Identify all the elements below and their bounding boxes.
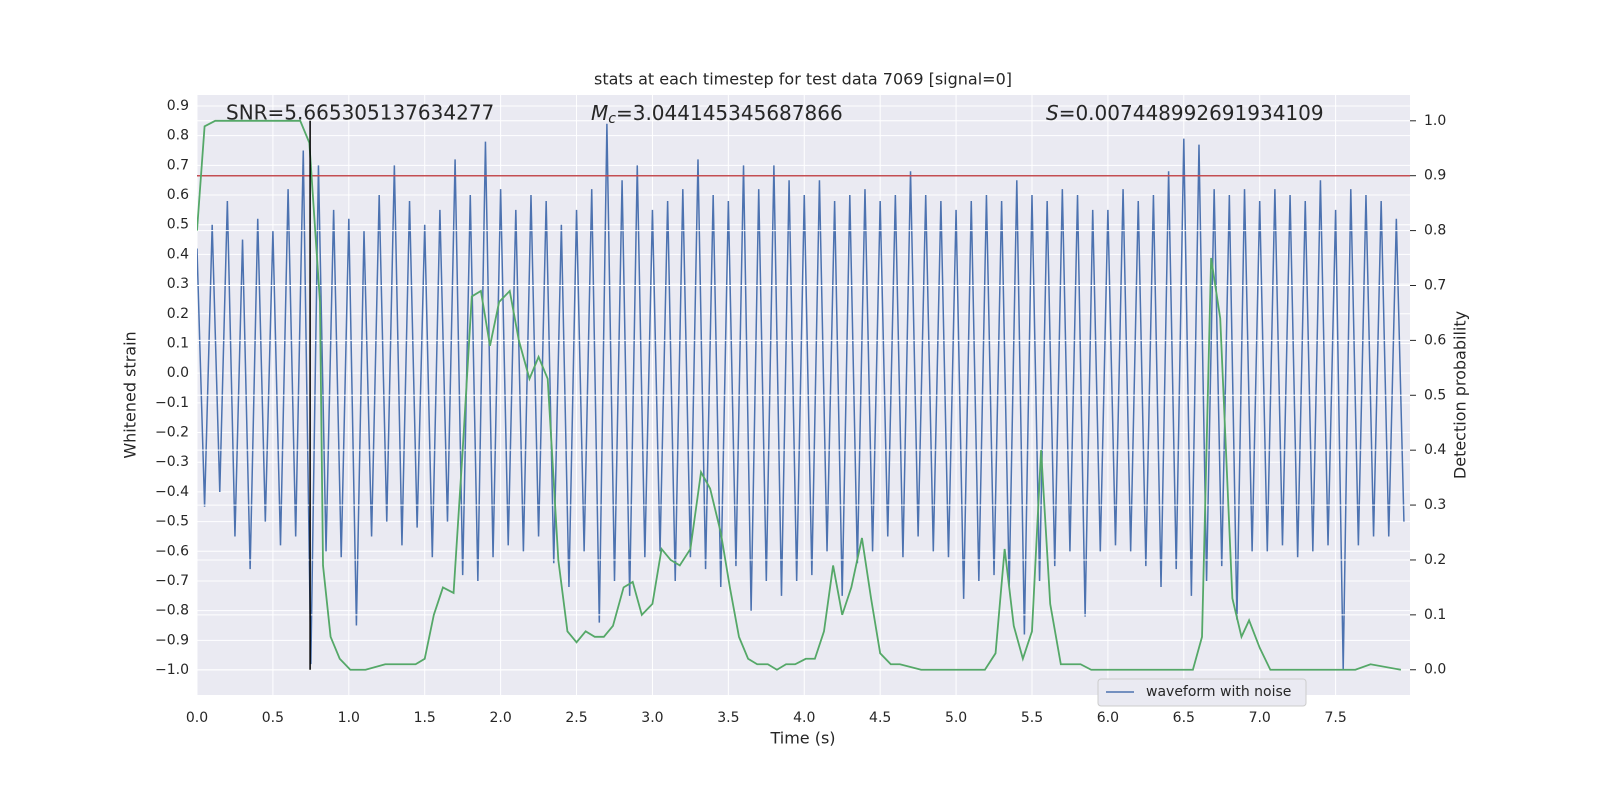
x-tick-label: 4.5 bbox=[869, 710, 891, 726]
x-tick-label: 6.0 bbox=[1097, 710, 1119, 726]
snr-annotation: SNR=5.665305137634277 bbox=[226, 101, 494, 125]
s-annotation: S=0.007448992691934109 bbox=[1046, 101, 1324, 125]
y-tick-label: 0.9 bbox=[167, 98, 189, 114]
y2-tick-label: 0.2 bbox=[1424, 552, 1446, 568]
x-tick-label: 5.0 bbox=[945, 710, 967, 726]
y2-tick-label: 0.4 bbox=[1424, 442, 1446, 458]
y2-tick-label: 0.5 bbox=[1424, 387, 1446, 403]
value-text: =3.044145345687866 bbox=[616, 101, 843, 125]
y-tick-label: 0.2 bbox=[167, 306, 189, 322]
x-tick-label: 1.5 bbox=[414, 710, 436, 726]
value-text: =0.007448992691934109 bbox=[1059, 101, 1324, 125]
y2-tick-label: 0.9 bbox=[1424, 168, 1446, 184]
y2-tick-label: 0.0 bbox=[1424, 662, 1446, 678]
legend-label: waveform with noise bbox=[1146, 684, 1291, 700]
y-tick-label: −1.0 bbox=[155, 662, 189, 678]
x-axis-label: Time (s) bbox=[769, 729, 835, 748]
y2-tick-label: 0.6 bbox=[1424, 332, 1446, 348]
chirp-mass-annotation: Mc=3.044145345687866 bbox=[591, 101, 843, 128]
y-tick-label: 0.8 bbox=[167, 128, 189, 144]
y-tick-label: −0.4 bbox=[155, 484, 189, 500]
x-tick-label: 7.5 bbox=[1324, 710, 1346, 726]
probability-line bbox=[197, 119, 1402, 671]
legend: waveform with noise bbox=[1097, 678, 1307, 707]
y2-tick-label: 1.0 bbox=[1424, 113, 1446, 129]
y-tick-label: −0.7 bbox=[155, 573, 189, 589]
y-tick-label: −0.6 bbox=[155, 543, 189, 559]
y-tick-label: 0.0 bbox=[167, 365, 189, 381]
x-tick-label: 5.5 bbox=[1021, 710, 1043, 726]
y-tick-label: −0.8 bbox=[155, 603, 189, 619]
x-tick-label: 3.5 bbox=[717, 710, 739, 726]
x-tick-label: 4.0 bbox=[793, 710, 815, 726]
legend-box bbox=[1097, 678, 1307, 707]
y-tick-label: −0.3 bbox=[155, 454, 189, 470]
x-tick-label: 0.5 bbox=[262, 710, 284, 726]
x-tick-label: 7.0 bbox=[1249, 710, 1271, 726]
x-tick-label: 2.0 bbox=[489, 710, 511, 726]
x-tick-label: 6.5 bbox=[1173, 710, 1195, 726]
y-tick-label: 0.1 bbox=[167, 335, 189, 351]
x-tick-label: 2.5 bbox=[565, 710, 587, 726]
y-tick-label: −0.5 bbox=[155, 514, 189, 530]
x-tick-label: 3.0 bbox=[641, 710, 663, 726]
y2-tick-label: 0.1 bbox=[1424, 607, 1446, 623]
y-tick-label: 0.4 bbox=[167, 246, 189, 262]
y2-tick-label: 0.8 bbox=[1424, 223, 1446, 239]
symbol: M bbox=[591, 101, 608, 125]
y-tick-label: 0.7 bbox=[167, 157, 189, 173]
labels: 0.0 0.5 1.0 1.5 2.0 2.5 3.0 3.5 4.0 4.5 5.0 5.5 6.0 6… bbox=[155, 98, 1446, 726]
y2-tick-label: 0.7 bbox=[1424, 277, 1446, 293]
y-tick-label: 0.5 bbox=[167, 217, 189, 233]
y-tick-label: −0.9 bbox=[155, 632, 189, 648]
chart-title: stats at each timestep for test data 706… bbox=[594, 70, 1012, 89]
symbol: S bbox=[1046, 101, 1059, 125]
subscript: c bbox=[608, 111, 616, 127]
marks bbox=[197, 119, 1410, 671]
x-tick-label: 0.0 bbox=[186, 710, 208, 726]
y2-axis-label: Detection probability bbox=[1451, 311, 1470, 479]
y-tick-label: −0.1 bbox=[155, 395, 189, 411]
y2-tick-label: 0.3 bbox=[1424, 497, 1446, 513]
y-tick-label: 0.6 bbox=[167, 187, 189, 203]
y-tick-label: −0.2 bbox=[155, 425, 189, 441]
y-tick-label: 0.3 bbox=[167, 276, 189, 292]
y-axis-label: Whitened strain bbox=[121, 331, 140, 458]
x-tick-label: 1.0 bbox=[338, 710, 360, 726]
series-line bbox=[197, 123, 1405, 671]
